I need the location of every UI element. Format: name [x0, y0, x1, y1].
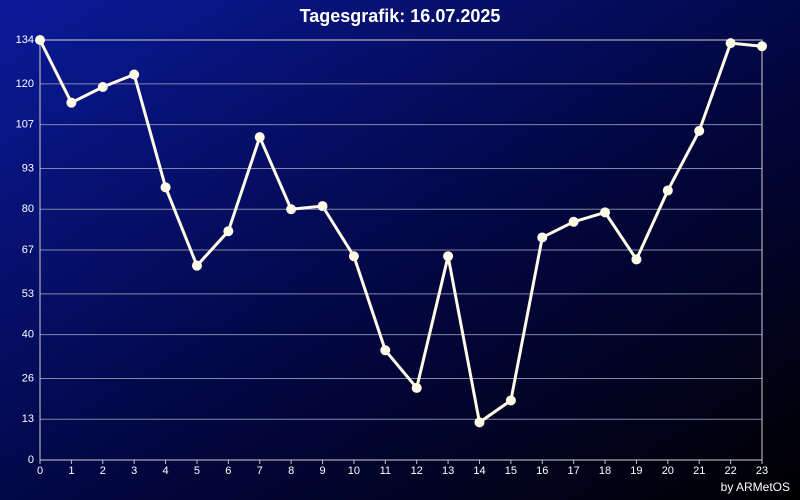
x-tick-label: 19	[630, 465, 642, 477]
data-point	[254, 132, 265, 143]
data-point	[35, 35, 45, 45]
credit: by ARMetOS	[721, 480, 790, 494]
x-tick-label: 18	[599, 465, 611, 477]
x-tick-label: 23	[756, 465, 768, 477]
data-point	[568, 216, 579, 227]
data-point	[191, 260, 202, 271]
data-point	[160, 182, 171, 193]
data-point	[411, 382, 422, 393]
data-point	[505, 395, 516, 406]
data-point	[348, 251, 359, 262]
x-tick-label: 20	[662, 465, 674, 477]
data-point	[537, 232, 548, 243]
y-tick-label: 53	[22, 288, 34, 300]
x-tick-label: 2	[100, 465, 106, 477]
data-point	[129, 69, 140, 80]
y-tick-label: 134	[16, 34, 34, 46]
x-tick-label: 15	[505, 465, 517, 477]
data-point	[694, 125, 705, 136]
x-tick-label: 10	[348, 465, 360, 477]
data-point	[443, 251, 454, 262]
x-tick-label: 4	[163, 465, 169, 477]
data-point	[66, 97, 77, 108]
x-tick-label: 8	[288, 465, 294, 477]
x-tick-label: 17	[568, 465, 580, 477]
x-tick-label: 7	[257, 465, 263, 477]
data-point	[286, 204, 297, 215]
y-tick-label: 93	[22, 162, 34, 174]
y-tick-label: 40	[22, 329, 34, 341]
data-point	[317, 201, 328, 212]
data-point	[223, 226, 234, 237]
x-tick-label: 16	[536, 465, 548, 477]
data-point	[631, 254, 642, 265]
data-point	[97, 82, 108, 93]
x-tick-label: 6	[225, 465, 231, 477]
x-tick-label: 5	[194, 465, 200, 477]
x-tick-label: 0	[37, 465, 43, 477]
chart-title: Tagesgrafik: 16.07.2025	[300, 6, 501, 26]
y-tick-label: 107	[16, 119, 34, 131]
y-tick-label: 80	[22, 203, 34, 215]
y-tick-label: 26	[22, 372, 34, 384]
x-tick-label: 9	[319, 465, 325, 477]
x-tick-label: 21	[693, 465, 705, 477]
plot-border	[39, 39, 763, 461]
y-tick-label: 67	[22, 244, 34, 256]
data-point	[600, 207, 611, 218]
data-point	[474, 417, 485, 428]
x-tick-label: 13	[442, 465, 454, 477]
y-tick-label: 0	[28, 454, 34, 466]
x-tick-label: 14	[473, 465, 485, 477]
data-point	[757, 41, 767, 52]
data-point	[380, 345, 391, 356]
y-tick-label: 13	[22, 413, 34, 425]
x-tick-label: 11	[380, 465, 391, 477]
data-point	[662, 185, 673, 196]
x-tick-label: 22	[724, 465, 736, 477]
y-tick-label: 120	[16, 78, 34, 90]
data-point	[725, 38, 736, 49]
x-tick-label: 1	[68, 465, 74, 477]
x-tick-label: 12	[411, 465, 423, 477]
series-line	[38, 39, 763, 424]
x-tick-label: 3	[131, 465, 137, 477]
